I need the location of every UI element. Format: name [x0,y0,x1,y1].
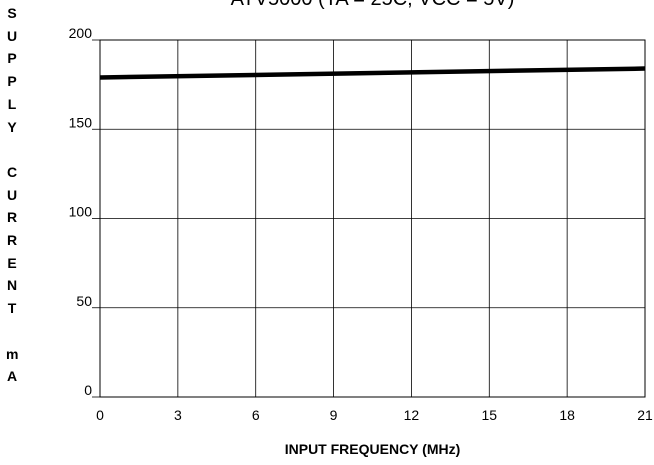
y-axis-label-letter: E [7,254,17,271]
y-axis-label-letter: A [6,368,18,385]
y-axis-label-letter: R [6,209,18,226]
y-tick-label: 100 [69,204,93,220]
y-axis-label-letter: U [6,27,18,44]
supply-current-line [99,66,646,80]
x-tick-label: 15 [481,407,497,423]
y-tick-label: 150 [69,114,93,130]
y-axis-label-letter: T [7,300,17,317]
x-tick-label: 9 [330,407,338,423]
y-tick-label: 200 [69,25,93,41]
x-tick-label: 21 [637,407,653,423]
y-axis-label-letter: R [6,232,18,248]
y-axis-label-letter: P [7,50,17,67]
y-axis-label-letter: N [6,277,18,294]
x-tick-label: 12 [404,407,420,423]
y-axis-label-letter: Y [7,118,17,135]
y-axis-label-letter: S [7,5,17,21]
y-axis-label-letter: m [6,345,19,362]
y-axis-label-letter: L [7,95,17,112]
y-axis-label-letter: U [6,186,18,203]
x-tick-label: 3 [174,407,182,423]
x-tick-label: 6 [252,407,260,423]
x-tick-label: 18 [559,407,575,423]
chart-title: ATV5000 (TA = 25C, VCC = 5V) [100,0,645,11]
y-tick-label: 0 [84,382,92,398]
y-axis-label-letter: C [6,163,18,180]
x-tick-label: 0 [96,407,104,423]
y-axis-label-letter: P [7,73,17,90]
x-axis-label: INPUT FREQUENCY (MHz) [284,441,461,457]
y-tick-label: 50 [76,293,92,309]
